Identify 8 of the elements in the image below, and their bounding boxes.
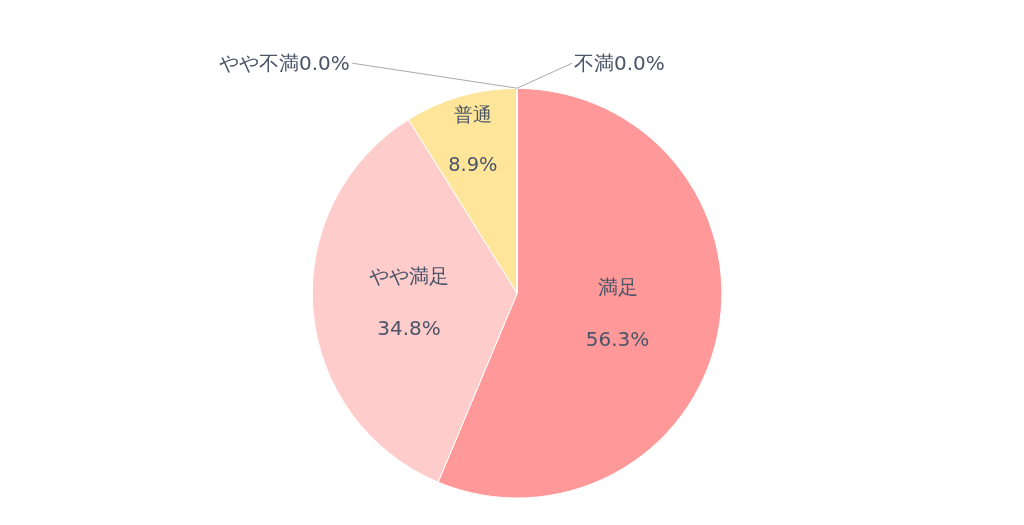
data-label: 56.3% [585, 327, 650, 352]
data-label: 8.9% [448, 152, 498, 176]
legend-label: 不満0.0% [574, 51, 665, 75]
category-label: やや不満0.0% [219, 51, 350, 75]
slice-label: 満足 [597, 275, 638, 300]
data-label: 34.8% [377, 316, 441, 341]
slice-label: やや満足 [369, 264, 450, 289]
slice-label: 普通 [453, 102, 492, 126]
